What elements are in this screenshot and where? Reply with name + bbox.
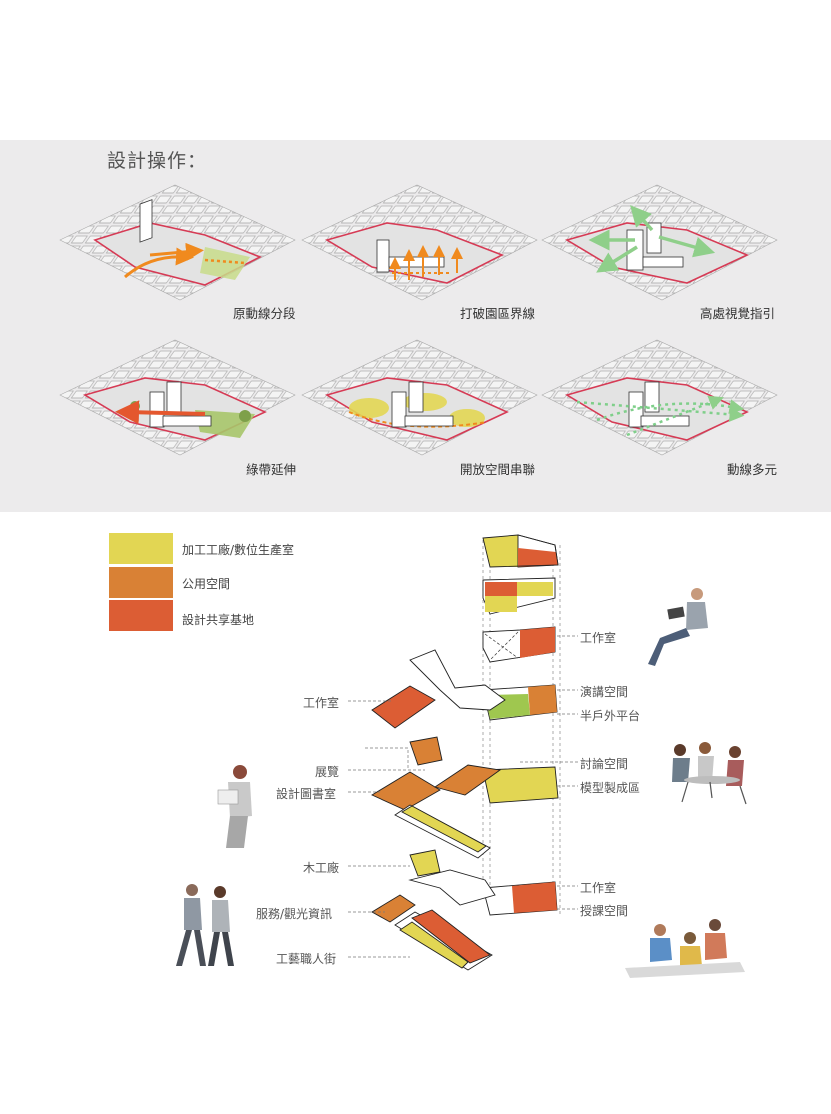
stack-slab-6 bbox=[482, 881, 558, 916]
stack-slab-4 bbox=[482, 684, 558, 721]
label-left-design-library: 設計圖書室 bbox=[276, 787, 337, 801]
left-slab-library bbox=[371, 764, 502, 859]
left-slab-top bbox=[371, 649, 506, 729]
label-left-woodshop: 木工廠 bbox=[303, 861, 340, 875]
caption-original-circulation: 原動線分段 bbox=[233, 306, 296, 321]
stack-slab-3 bbox=[482, 626, 556, 663]
legend-label-public-space: 公用空間 bbox=[182, 577, 231, 591]
label-right-studio-upper: 工作室 bbox=[580, 631, 617, 645]
site-diagram-1 bbox=[59, 184, 296, 301]
legend-label-design-base: 設計共享基地 bbox=[182, 613, 255, 627]
caption-green-extension: 綠帶延伸 bbox=[246, 462, 297, 477]
label-left-studio: 工作室 bbox=[303, 696, 340, 710]
label-right-semi-outdoor: 半戶外平台 bbox=[580, 709, 641, 723]
left-slab-exhibit bbox=[409, 736, 443, 766]
label-left-exhibition: 展覽 bbox=[315, 765, 340, 779]
label-left-service-info: 服務/觀光資訊 bbox=[256, 907, 333, 921]
person-laptop-illustration bbox=[648, 588, 708, 666]
label-right-classroom: 授課空間 bbox=[580, 904, 629, 918]
person-reading-illustration bbox=[217, 765, 252, 848]
legend-swatch-fabrication bbox=[109, 533, 173, 564]
caption-visual-guidance: 高處視覺指引 bbox=[700, 306, 776, 321]
panel-title: 設計操作： bbox=[107, 150, 208, 172]
legend-swatch-design-base bbox=[109, 600, 173, 631]
people-walking-illustration bbox=[176, 884, 234, 966]
people-table-illustration bbox=[672, 742, 747, 805]
caption-diverse-circulation: 動線多元 bbox=[727, 462, 778, 477]
site-diagram-6 bbox=[541, 339, 778, 456]
legend-swatch-public-space bbox=[109, 567, 173, 598]
site-diagram-5 bbox=[301, 339, 538, 456]
leaders-right bbox=[520, 635, 578, 910]
leaders-left bbox=[348, 700, 425, 958]
kids-drawing-illustration bbox=[625, 919, 745, 978]
label-right-model-making: 模型製成區 bbox=[580, 781, 641, 795]
label-right-discussion: 討論空間 bbox=[580, 757, 629, 771]
stack-slab-2 bbox=[482, 577, 556, 615]
site-diagram-4 bbox=[59, 339, 296, 456]
label-right-lecture-space: 演講空間 bbox=[580, 685, 629, 699]
stack-slab-5 bbox=[482, 766, 559, 804]
stack-slab-1 bbox=[482, 534, 559, 568]
caption-break-boundary: 打破園區界線 bbox=[460, 306, 536, 321]
label-right-studio-lower: 工作室 bbox=[580, 881, 617, 895]
site-diagram-2 bbox=[301, 184, 538, 301]
label-left-craft-street: 工藝職人街 bbox=[276, 952, 337, 966]
site-diagram-3 bbox=[541, 184, 778, 301]
legend-label-fabrication: 加工工廠/數位生產室 bbox=[182, 543, 295, 557]
caption-open-space-link: 開放空間串聯 bbox=[460, 462, 536, 477]
left-slab-bottom bbox=[371, 849, 496, 971]
